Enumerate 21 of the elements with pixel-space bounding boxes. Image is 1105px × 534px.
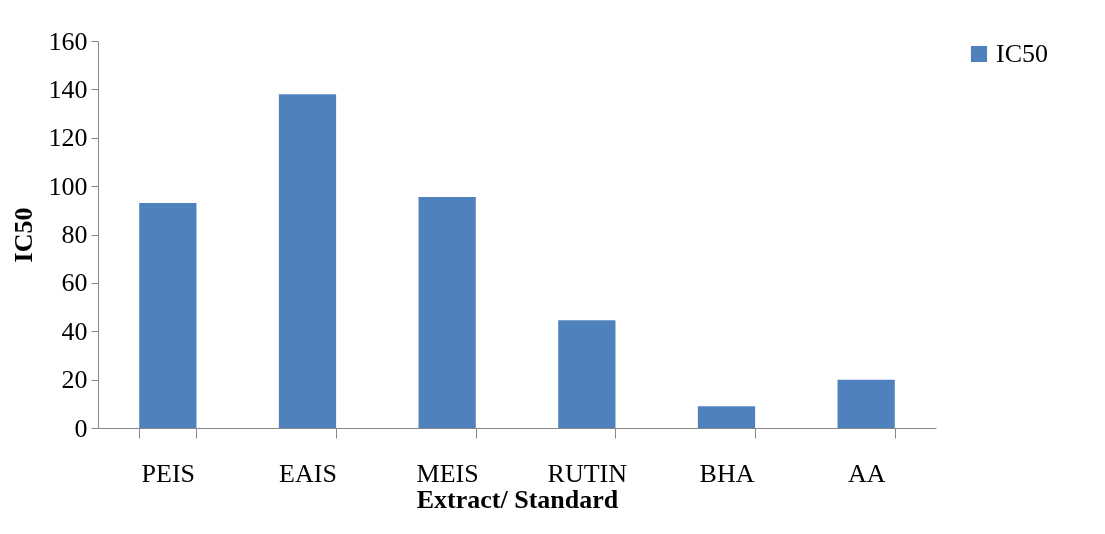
bar — [837, 379, 895, 428]
y-tick-label: 160 — [48, 26, 88, 56]
y-tick-label: 140 — [48, 74, 88, 104]
y-tick-label: 100 — [48, 171, 88, 201]
y-axis-title: IC50 — [8, 207, 38, 263]
bar — [278, 94, 337, 428]
x-tick-label: EAIS — [279, 458, 337, 488]
bar — [697, 406, 756, 428]
x-tick-label: BHA — [699, 458, 755, 488]
y-tick-label: 80 — [61, 220, 88, 249]
y-tick-label: 40 — [61, 316, 88, 346]
bar — [418, 197, 476, 428]
legend-label: IC50 — [996, 39, 1048, 68]
y-tick-label: 60 — [61, 268, 88, 298]
bar — [139, 203, 197, 428]
bar — [558, 320, 616, 428]
x-tick-label: AA — [847, 458, 886, 488]
x-tick-label: PEIS — [141, 458, 196, 488]
y-tick-label: 0 — [74, 413, 88, 443]
y-tick-label: 120 — [48, 123, 88, 153]
y-tick-label: 20 — [61, 365, 88, 395]
